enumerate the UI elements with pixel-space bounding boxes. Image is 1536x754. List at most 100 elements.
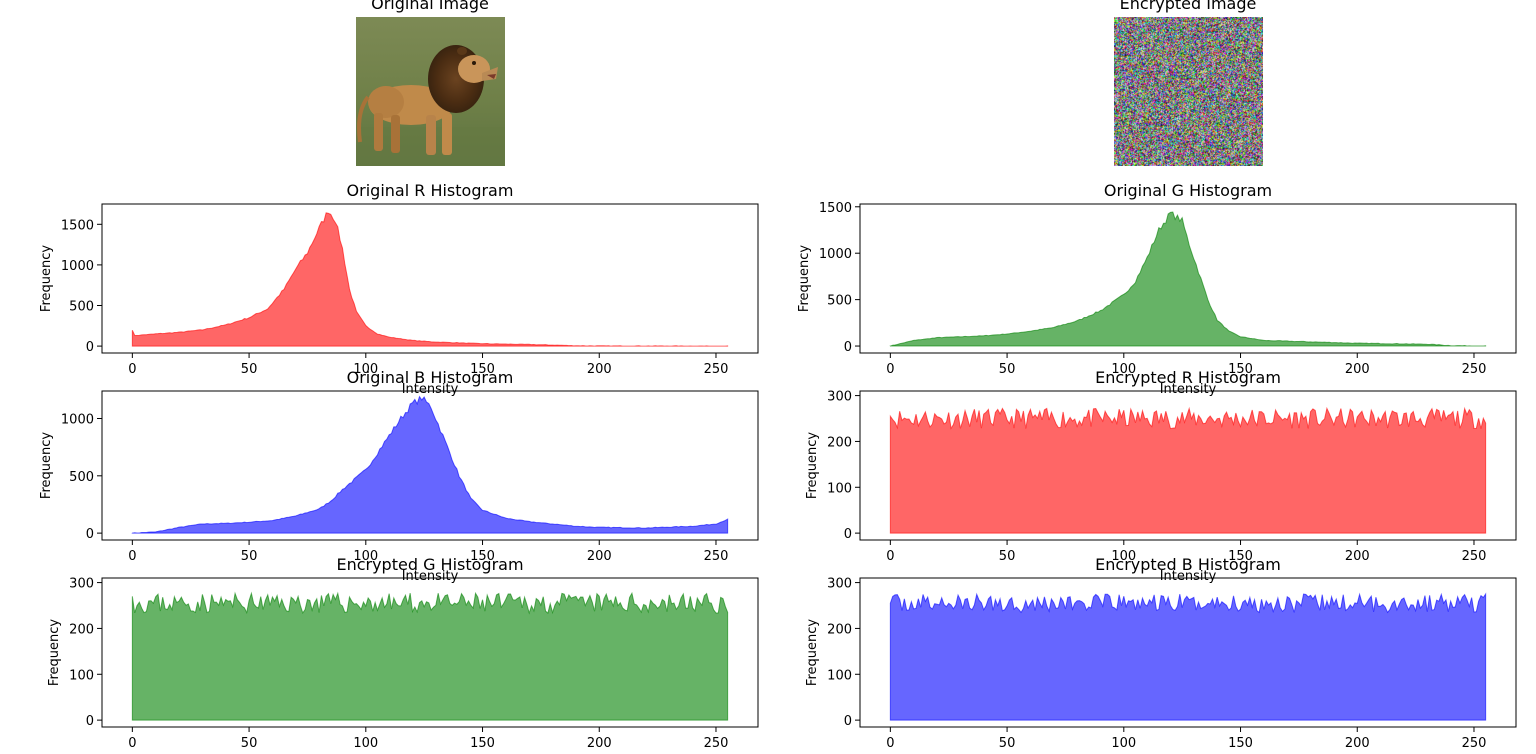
y-tick-label: 200 [827,435,852,450]
histogram-area [131,591,729,721]
chart-title: Encrypted B Histogram [1095,555,1281,574]
x-axis-label: Intensity [1160,569,1217,584]
y-tick-label: 100 [827,481,852,496]
rgb-noise [1114,17,1263,166]
histogram-enc-r: 0 50 100 150 200 250 0 100 200 300 Frequency Intens… [805,390,1517,584]
y-tick-label: 1000 [819,247,852,262]
x-tick-label: 200 [587,549,612,564]
x-tick-label: 50 [241,549,258,564]
y-tick-label: 300 [827,390,852,405]
x-tick-label: 50 [999,736,1016,751]
y-axis-label: Frequency [39,432,54,499]
y-tick-label: 100 [827,668,852,683]
histogram-area [889,406,1487,534]
x-tick-label: 150 [470,362,495,377]
chart-title: Original R Histogram [347,181,514,200]
x-tick-label: 50 [999,549,1016,564]
x-tick-label: 250 [1462,549,1487,564]
x-tick-label: 250 [704,362,729,377]
y-tick-label: 1500 [61,218,94,233]
plot-frame [859,390,1517,541]
y-tick-label: 0 [844,527,852,542]
x-tick-label: 50 [241,736,258,751]
x-tick-label: 150 [1228,549,1253,564]
plot-frame [859,577,1517,728]
histogram-enc-g: 0 50 100 150 200 250 0 100 200 300 Frequency [47,577,759,751]
x-tick-label: 0 [128,549,136,564]
x-tick-label: 100 [1111,736,1136,751]
x-tick-label: 100 [353,362,378,377]
x-tick-label: 0 [128,736,136,751]
plot-frame [101,577,759,728]
y-axis-label: Frequency [39,245,54,312]
x-tick-label: 150 [470,736,495,751]
y-tick-label: 0 [86,714,94,729]
x-axis-label: Intensity [402,569,459,584]
y-axis-label: Frequency [805,619,820,686]
x-tick-label: 250 [704,736,729,751]
x-tick-label: 100 [353,549,378,564]
x-tick-label: 100 [353,736,378,751]
x-tick-label: 0 [886,362,894,377]
x-tick-label: 200 [1345,362,1370,377]
x-tick-label: 100 [1111,362,1136,377]
histogram-area [889,592,1487,721]
x-tick-label: 150 [470,549,495,564]
x-tick-label: 0 [886,549,894,564]
y-tick-label: 1000 [61,259,94,274]
histogram-orig-b: 0 50 100 150 200 250 0 500 1000 Frequency Intensit… [39,390,759,584]
x-axis-label: Intensity [402,382,459,397]
y-axis-label: Frequency [805,432,820,499]
x-tick-label: 250 [1462,736,1487,751]
y-tick-label: 0 [86,340,94,355]
y-tick-label: 0 [844,340,852,355]
plot-frame [101,203,759,354]
y-axis-label: Frequency [797,245,812,312]
x-tick-label: 50 [241,362,258,377]
x-tick-label: 250 [704,549,729,564]
y-tick-label: 1000 [61,413,94,428]
plot-frame [859,203,1517,354]
encrypted-image [1114,17,1263,166]
y-tick-label: 500 [69,299,94,314]
original-image-title: Original Image [371,0,489,13]
x-tick-label: 150 [1228,362,1253,377]
histogram-area [889,211,1487,347]
y-tick-label: 0 [844,714,852,729]
y-tick-label: 200 [69,622,94,637]
x-tick-label: 200 [587,736,612,751]
histogram-enc-b: 0 50 100 150 200 250 0 100 200 300 Frequency [805,577,1517,751]
x-tick-label: 100 [1111,549,1136,564]
histogram-orig-g: 0 50 100 150 200 250 0 500 1000 1500 Frequency Inte… [797,201,1517,397]
x-tick-label: 200 [587,362,612,377]
x-tick-label: 0 [886,736,894,751]
y-tick-label: 300 [69,577,94,592]
x-tick-label: 200 [1345,549,1370,564]
y-tick-label: 200 [827,622,852,637]
histogram-area [131,395,729,534]
x-tick-label: 50 [999,362,1016,377]
histogram-orig-r: 0 50 100 150 200 250 0 500 1000 1500 Frequency Inte… [39,203,759,397]
chart-title: Encrypted R Histogram [1095,368,1281,387]
plot-frame [101,390,759,541]
chart-title: Original B Histogram [347,368,514,387]
x-tick-label: 150 [1228,736,1253,751]
x-tick-label: 250 [1462,362,1487,377]
histogram-area [131,212,729,347]
y-axis-label: Frequency [47,619,62,686]
x-tick-label: 200 [1345,736,1370,751]
x-tick-label: 0 [128,362,136,377]
chart-title: Encrypted G Histogram [336,555,523,574]
y-tick-label: 300 [827,577,852,592]
encrypted-image-title: Encrypted Image [1119,0,1257,13]
chart-title: Original G Histogram [1104,181,1272,200]
y-tick-label: 0 [86,527,94,542]
y-tick-label: 500 [827,294,852,309]
y-tick-label: 500 [69,470,94,485]
lion-photo [356,17,505,166]
original-image [356,17,505,166]
x-axis-label: Intensity [1160,382,1217,397]
y-tick-label: 1500 [819,201,852,216]
